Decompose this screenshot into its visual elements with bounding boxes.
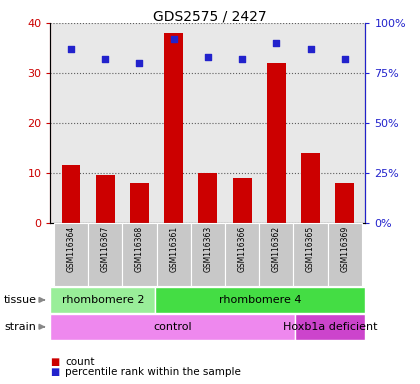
Bar <box>267 63 286 223</box>
Point <box>273 40 280 46</box>
Text: GSM116364: GSM116364 <box>66 226 76 272</box>
Text: ■: ■ <box>50 357 60 367</box>
Point <box>205 54 211 60</box>
Bar <box>259 223 294 286</box>
Bar <box>50 314 295 340</box>
Text: rhombomere 4: rhombomere 4 <box>219 295 302 305</box>
Point <box>68 46 74 52</box>
Text: control: control <box>154 322 192 332</box>
Text: GSM116369: GSM116369 <box>340 226 349 272</box>
Bar <box>155 287 365 313</box>
Text: Hoxb1a deficient: Hoxb1a deficient <box>283 322 378 332</box>
Point <box>102 56 108 62</box>
Bar <box>294 223 328 286</box>
Bar <box>88 223 122 286</box>
Text: GSM116366: GSM116366 <box>238 226 247 272</box>
Text: GSM116361: GSM116361 <box>169 226 178 272</box>
Point <box>239 56 246 62</box>
Point <box>341 56 348 62</box>
Bar <box>164 33 183 223</box>
Text: GSM116362: GSM116362 <box>272 226 281 272</box>
Bar <box>54 223 88 286</box>
Text: GSM116365: GSM116365 <box>306 226 315 272</box>
Text: tissue: tissue <box>4 295 37 305</box>
Text: rhombomere 2: rhombomere 2 <box>62 295 144 305</box>
Point <box>136 60 143 66</box>
Text: percentile rank within the sample: percentile rank within the sample <box>65 367 241 377</box>
Text: strain: strain <box>4 322 36 332</box>
Bar <box>122 223 157 286</box>
Text: GDS2575 / 2427: GDS2575 / 2427 <box>153 10 267 23</box>
Bar <box>336 183 354 223</box>
Bar <box>157 223 191 286</box>
Bar <box>233 178 252 223</box>
Bar <box>301 153 320 223</box>
Bar <box>199 173 217 223</box>
Bar <box>191 223 225 286</box>
Text: ■: ■ <box>50 367 60 377</box>
Bar <box>61 166 80 223</box>
Bar <box>50 287 155 313</box>
Text: GSM116367: GSM116367 <box>101 226 110 272</box>
Bar <box>96 175 115 223</box>
Bar <box>225 223 259 286</box>
Bar <box>328 223 362 286</box>
Text: GSM116368: GSM116368 <box>135 226 144 272</box>
Text: GSM116363: GSM116363 <box>203 226 213 272</box>
Text: count: count <box>65 357 94 367</box>
Point <box>307 46 314 52</box>
Point <box>170 36 177 42</box>
Bar <box>130 183 149 223</box>
Bar <box>295 314 365 340</box>
